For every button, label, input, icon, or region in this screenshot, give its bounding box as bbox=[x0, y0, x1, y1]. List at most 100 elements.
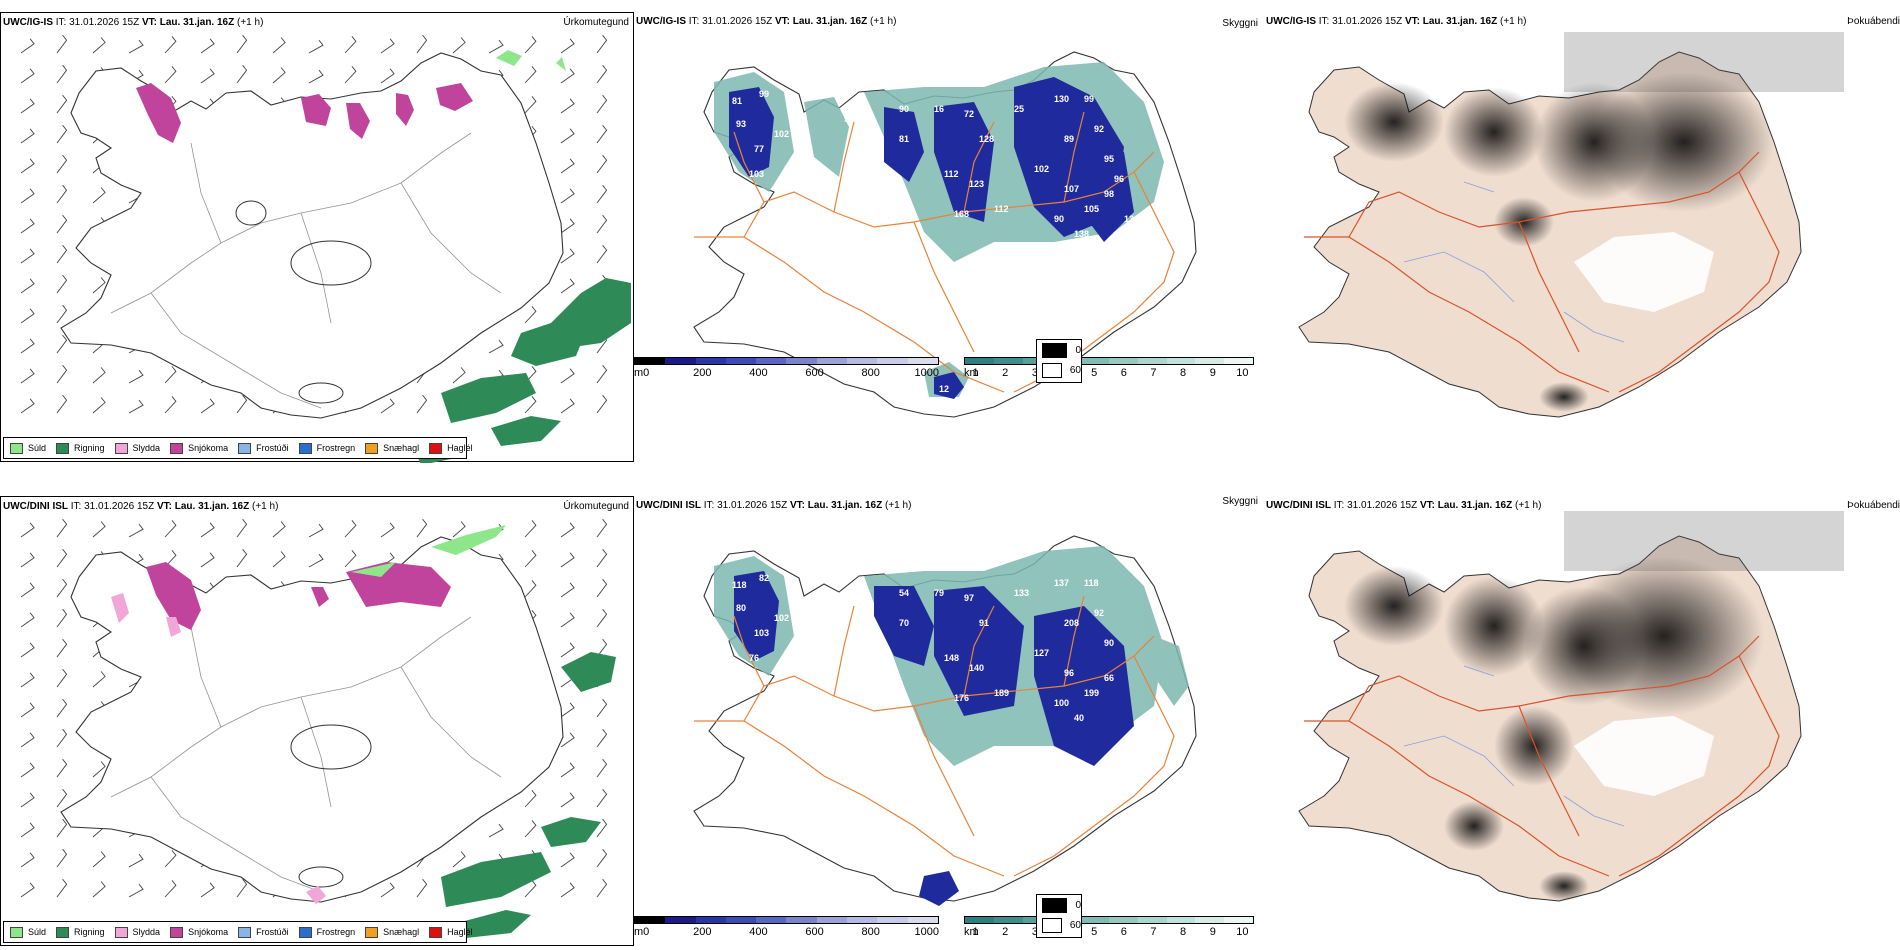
legend-swatch bbox=[170, 442, 184, 454]
wind-barb bbox=[20, 158, 35, 174]
wind-barb bbox=[308, 69, 324, 84]
wind-barb bbox=[272, 551, 286, 568]
precip-type-legend: Súld Rigning Slydda Snjókoma Frostúði Fr… bbox=[3, 437, 473, 459]
legend-item-rain: Rigning bbox=[56, 926, 105, 938]
panel-title: UWC/DINI ISL IT: 31.01.2026 15Z VT: Lau.… bbox=[636, 500, 912, 511]
legend-swatch bbox=[170, 926, 184, 938]
colorbar-tick-label: 600 bbox=[805, 367, 824, 379]
wind-barb bbox=[488, 39, 504, 54]
legend-item-freezing-rain: Frostregn bbox=[298, 442, 355, 454]
colorbar-tick-label: 800 bbox=[861, 367, 880, 379]
wind-barb bbox=[452, 851, 466, 868]
legend-swatch bbox=[365, 442, 379, 454]
visibility-unit: km bbox=[964, 367, 979, 379]
wind-barb bbox=[56, 64, 68, 84]
fog-index-legend: 0 60 bbox=[1036, 894, 1082, 938]
visibility-label: Skyggni bbox=[1222, 496, 1258, 507]
wind-barb bbox=[56, 518, 68, 538]
wind-barb bbox=[380, 38, 395, 54]
wind-barb bbox=[596, 578, 608, 598]
visibility-value-label: 40 bbox=[1074, 713, 1084, 723]
visibility-value-label: 148 bbox=[944, 653, 959, 663]
wind-barb bbox=[560, 582, 575, 598]
wind-barb bbox=[560, 158, 575, 174]
wind-barb bbox=[560, 218, 575, 234]
fog-index-panel-top: UWC/IG-IS IT: 31.01.2026 15Z VT: Lau. 31… bbox=[1036, 12, 1900, 462]
visibility-value-label: 81 bbox=[899, 134, 909, 144]
colorbar-segment bbox=[907, 917, 938, 923]
visibility-value-label: 16 bbox=[934, 104, 944, 114]
wind-barb bbox=[560, 852, 575, 868]
visibility-value-label: 79 bbox=[934, 588, 944, 598]
wind-barb bbox=[560, 882, 575, 898]
wind-barb bbox=[92, 397, 106, 414]
visibility-value-label: 99 bbox=[759, 89, 769, 99]
colorbar-segment bbox=[1080, 358, 1109, 364]
colorbar-segment bbox=[635, 358, 666, 364]
wind-barb bbox=[128, 523, 144, 538]
wind-barb bbox=[200, 38, 215, 54]
legend-item-drizzle: Súld bbox=[10, 926, 46, 938]
legend-swatch bbox=[298, 926, 312, 938]
colorbar-segment bbox=[725, 358, 757, 364]
colorbar-segment bbox=[993, 917, 1023, 923]
iceland-coastline bbox=[60, 536, 564, 903]
wind-barb bbox=[20, 278, 35, 294]
wind-barb bbox=[56, 728, 68, 748]
colorbar-segment bbox=[1137, 917, 1167, 923]
wind-barb bbox=[236, 548, 248, 568]
visibility-colorbar-scale bbox=[964, 357, 1254, 365]
colorbar-tick-label: 8 bbox=[1180, 367, 1187, 379]
wind-barb bbox=[200, 398, 215, 414]
fog-map bbox=[1298, 511, 1844, 902]
visibility-panel-top: UWC/IG-IS IT: 31.01.2026 15Z VT: Lau. 31… bbox=[634, 12, 1264, 462]
road-network bbox=[1304, 151, 1780, 393]
wind-barb bbox=[128, 853, 144, 868]
visibility-value-label: 81 bbox=[732, 96, 742, 106]
wind-barb bbox=[272, 521, 286, 538]
colorbar-tick-label: 6 bbox=[1120, 926, 1127, 938]
wind-barb bbox=[56, 274, 68, 294]
wind-barb bbox=[128, 369, 144, 384]
colorbar-segment bbox=[756, 358, 787, 364]
wind-barb bbox=[56, 548, 68, 568]
wind-barb bbox=[344, 36, 357, 54]
panel-title: UWC/IG-IS IT: 31.01.2026 15Z VT: Lau. 31… bbox=[636, 16, 897, 27]
legend-item-snow: Snjókoma bbox=[170, 926, 228, 938]
wind-barb bbox=[56, 244, 68, 264]
colorbar-segment bbox=[1108, 358, 1138, 364]
wind-barb bbox=[344, 520, 357, 538]
colorbar-tick-label: 400 bbox=[749, 367, 768, 379]
visibility-value-label: 168 bbox=[954, 209, 969, 219]
wind-barb bbox=[524, 520, 537, 538]
height-ticks: 0 200 400 600 800 1000 bbox=[634, 926, 939, 940]
legend-item-sleet: Slydda bbox=[114, 442, 160, 454]
visibility-colorbar: km 12345678910 bbox=[964, 357, 1254, 387]
precip-type-label: Úrkomutegund bbox=[563, 501, 629, 512]
legend-item-freezing-drizzle: Frostúði bbox=[238, 926, 289, 938]
wind-barb bbox=[20, 38, 35, 54]
height-colorbar: m 0 200 400 600 800 1000 bbox=[634, 916, 939, 946]
colorbar-tick-label: 200 bbox=[693, 367, 712, 379]
visibility-colorbar-scale bbox=[964, 916, 1254, 924]
colorbar-tick-label: 0 bbox=[643, 367, 650, 379]
wind-barb bbox=[488, 339, 504, 354]
wind-barb bbox=[92, 761, 106, 778]
visibility-value-label: 12 bbox=[939, 384, 949, 394]
wind-barb bbox=[416, 518, 428, 538]
fog-legend-row: 0 bbox=[1037, 895, 1081, 915]
precip-type-panel-bottom: UWC/DINI ISL IT: 31.01.2026 15Z VT: Lau.… bbox=[0, 496, 634, 946]
colorbar-tick-label: 2 bbox=[1002, 926, 1009, 938]
colorbar-tick-label: 5 bbox=[1091, 926, 1098, 938]
visibility-value-label: 130 bbox=[1054, 94, 1069, 104]
visibility-value-label: 86 bbox=[784, 164, 794, 174]
wind-barb bbox=[20, 612, 35, 628]
wind-barb bbox=[596, 518, 608, 538]
wind-barb bbox=[416, 34, 428, 54]
wind-barb bbox=[56, 364, 68, 384]
wind-barb bbox=[560, 68, 575, 84]
fog-white-area bbox=[1574, 716, 1714, 796]
wind-barb bbox=[92, 521, 106, 538]
visibility-panel-bottom: UWC/DINI ISL IT: 31.01.2026 15Z VT: Lau.… bbox=[634, 496, 1264, 946]
